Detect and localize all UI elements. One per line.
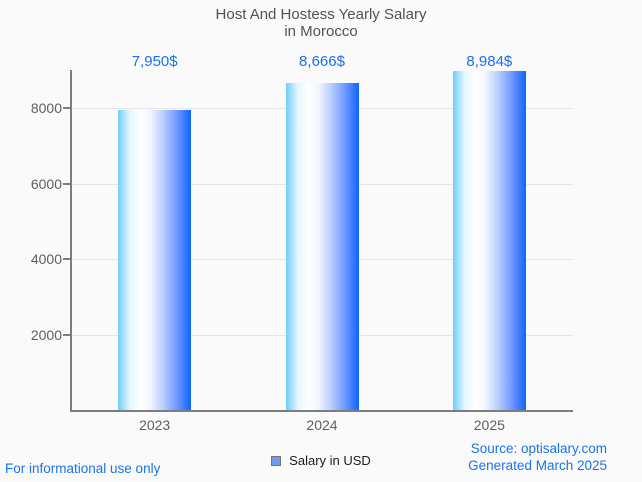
chart-title-line1: Host And Hostess Yearly Salary: [215, 6, 427, 23]
value-label-2025: 8,984$: [466, 53, 513, 70]
chart-title-line2: in Morocco: [284, 23, 358, 40]
value-label-2023: 7,950$: [131, 53, 178, 70]
footer-source-block: Source: optisalary.com Generated March 2…: [468, 440, 607, 474]
x-axis-line: [70, 410, 573, 412]
source-link[interactable]: Source: optisalary.com: [470, 441, 607, 456]
value-label-2024: 8,666$: [299, 53, 345, 70]
chart-title: Host And Hostess Yearly Salary in Morocc…: [0, 6, 642, 40]
footer-disclaimer: For informational use only: [5, 461, 161, 476]
bar-2023: [118, 109, 192, 410]
y-axis-label-2000: 2000: [30, 326, 62, 343]
y-axis-tick-6000: [63, 182, 70, 185]
x-axis-label-2023: 2023: [139, 417, 171, 433]
y-axis-line: [70, 70, 72, 412]
y-axis-label-6000: 6000: [30, 175, 62, 192]
generated-date: Generated March 2025: [468, 458, 607, 473]
y-axis-tick-4000: [63, 258, 70, 260]
bar-2025: [452, 70, 526, 410]
bar-2024: [285, 82, 359, 410]
y-axis-label-4000: 4000: [30, 251, 62, 267]
y-axis-tick-8000: [63, 107, 70, 109]
legend: Salary in USD: [0, 453, 642, 468]
y-axis-label-8000: 8000: [30, 100, 62, 116]
x-axis-label-2024: 2024: [306, 417, 338, 433]
legend-marker-icon: [271, 455, 282, 466]
x-axis-label-2025: 2025: [473, 417, 505, 433]
legend-label: Salary in USD: [289, 453, 371, 468]
y-axis-tick-2000: [63, 333, 70, 336]
